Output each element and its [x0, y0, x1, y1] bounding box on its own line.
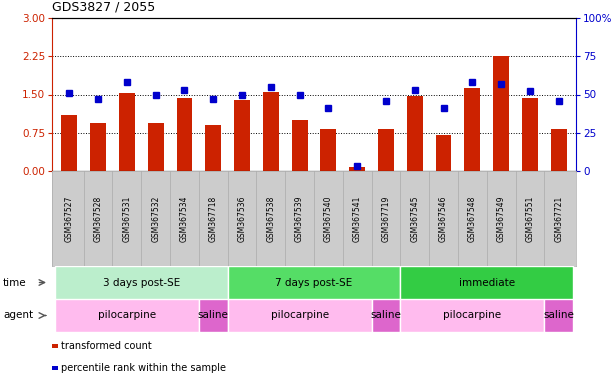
Text: saline: saline	[198, 311, 229, 321]
Text: 3 days post-SE: 3 days post-SE	[103, 278, 180, 288]
Text: GSM367531: GSM367531	[122, 195, 131, 242]
Bar	[234, 99, 250, 171]
Text: immediate: immediate	[459, 278, 515, 288]
Text: GSM367528: GSM367528	[93, 195, 103, 242]
Text: GSM367536: GSM367536	[238, 195, 246, 242]
Text: GSM367527: GSM367527	[65, 195, 74, 242]
Bar	[400, 266, 573, 299]
Bar	[263, 92, 279, 171]
Text: GDS3827 / 2055: GDS3827 / 2055	[52, 0, 155, 13]
Text: GSM367539: GSM367539	[295, 195, 304, 242]
Text: GSM367721: GSM367721	[554, 195, 563, 242]
Bar	[148, 122, 164, 171]
Text: saline: saline	[370, 311, 401, 321]
Text: GSM367541: GSM367541	[353, 195, 362, 242]
Bar	[493, 56, 509, 171]
Text: 7 days post-SE: 7 days post-SE	[276, 278, 353, 288]
Bar	[291, 120, 307, 171]
Text: GSM367538: GSM367538	[266, 195, 276, 242]
Bar	[407, 96, 423, 171]
Text: time: time	[3, 278, 27, 288]
Text: agent: agent	[3, 311, 33, 321]
Text: GSM367718: GSM367718	[209, 195, 218, 242]
Text: GSM367540: GSM367540	[324, 195, 333, 242]
Text: GSM367546: GSM367546	[439, 195, 448, 242]
Bar	[349, 167, 365, 171]
Text: GSM367548: GSM367548	[468, 195, 477, 242]
Text: saline: saline	[543, 311, 574, 321]
Text: GSM367549: GSM367549	[497, 195, 506, 242]
Text: GSM367551: GSM367551	[525, 195, 535, 242]
Bar	[464, 88, 480, 171]
Bar	[371, 299, 400, 332]
Bar	[436, 135, 452, 171]
Text: GSM367545: GSM367545	[410, 195, 419, 242]
Bar	[228, 266, 400, 299]
Text: pilocarpine: pilocarpine	[271, 311, 329, 321]
Text: GSM367532: GSM367532	[151, 195, 160, 242]
Bar	[321, 129, 336, 171]
Text: GSM367719: GSM367719	[381, 195, 390, 242]
Bar	[177, 98, 192, 171]
Text: pilocarpine: pilocarpine	[98, 311, 156, 321]
Text: percentile rank within the sample: percentile rank within the sample	[61, 363, 226, 373]
Text: GSM367534: GSM367534	[180, 195, 189, 242]
Bar	[544, 299, 573, 332]
Bar	[228, 299, 371, 332]
Bar	[55, 266, 228, 299]
Text: pilocarpine: pilocarpine	[444, 311, 502, 321]
Bar	[119, 93, 135, 171]
Bar	[90, 122, 106, 171]
Bar	[55, 299, 199, 332]
Bar	[551, 129, 566, 171]
Bar	[522, 98, 538, 171]
Text: transformed count: transformed count	[61, 341, 152, 351]
Bar	[61, 115, 77, 171]
Bar	[199, 299, 228, 332]
Bar	[205, 125, 221, 171]
Bar	[400, 299, 544, 332]
Bar	[378, 129, 394, 171]
